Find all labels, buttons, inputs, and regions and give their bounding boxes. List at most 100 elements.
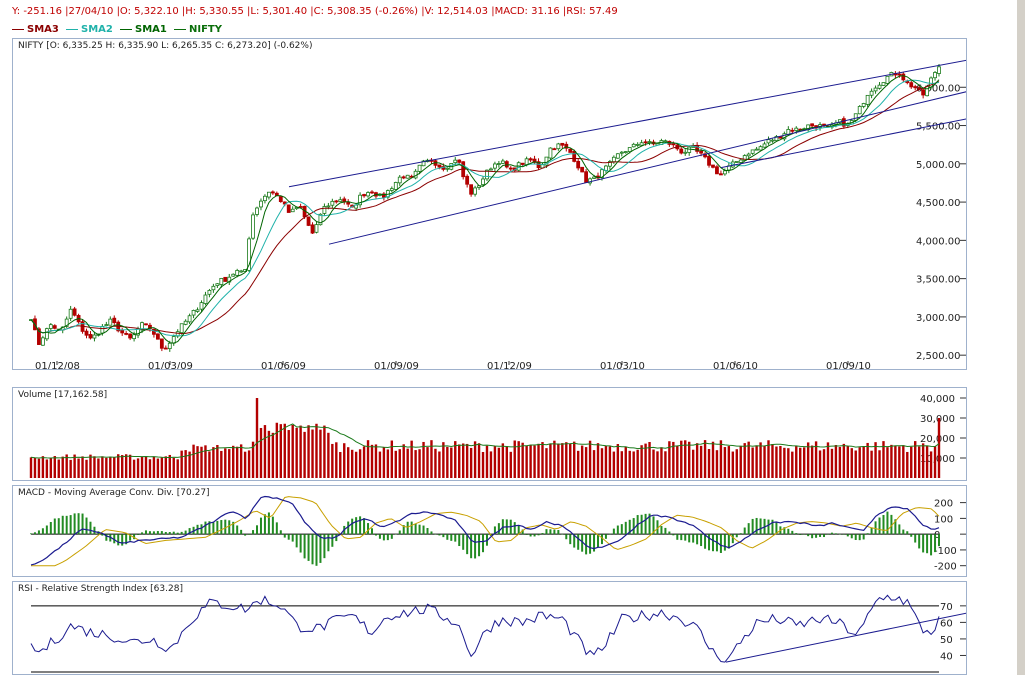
volume-bar	[862, 446, 865, 478]
volume-bar	[295, 427, 298, 478]
candle-body	[711, 164, 715, 168]
volume-bar	[834, 445, 838, 478]
volume-bar	[228, 449, 231, 478]
macd-histogram-bar	[866, 533, 869, 535]
volume-bar	[505, 446, 509, 478]
legend-sma1[interactable]: SMA1	[120, 24, 167, 35]
y-tick-label: 5,000.00	[916, 160, 961, 171]
y-tick-label: 0	[934, 530, 940, 541]
macd-histogram-bar	[208, 521, 211, 535]
legend-nifty[interactable]: NIFTY	[174, 24, 222, 35]
y-tick-label: 2,500.00	[916, 351, 961, 362]
volume-bar	[469, 447, 473, 478]
macd-signal-line	[31, 496, 940, 567]
macd-histogram-bar	[81, 513, 84, 535]
candle-body	[163, 347, 168, 350]
macd-chart[interactable]: 200 100 0 -100 -200	[13, 486, 966, 576]
volume-bar	[251, 441, 255, 478]
volume-bar	[648, 441, 651, 478]
macd-histogram-bar	[482, 534, 485, 553]
macd-histogram-bar	[184, 530, 187, 535]
volume-bar	[791, 451, 794, 478]
candle-body	[251, 214, 255, 239]
legend-sma3[interactable]: SMA3	[12, 24, 59, 35]
candle-body	[869, 90, 874, 96]
volume-bar	[61, 456, 64, 478]
rsi-panel[interactable]: 70 60 50 40 RSI - Relative Strength Index […	[12, 581, 967, 675]
macd-histogram-bar	[826, 534, 829, 535]
macd-histogram-bar	[545, 529, 548, 535]
candle-body	[715, 166, 719, 175]
volume-bar	[430, 440, 433, 478]
macd-histogram-bar	[561, 533, 564, 535]
volume-bar	[299, 425, 302, 478]
candle-body	[437, 164, 442, 168]
macd-histogram-bar	[394, 533, 397, 535]
volume-bar	[109, 456, 112, 478]
macd-panel[interactable]: 200 100 0 -100 -200 MACD - Moving Average Co…	[12, 485, 967, 577]
volume-bar	[370, 444, 374, 478]
volume-bar	[120, 455, 124, 478]
macd-histogram-bar	[355, 517, 358, 535]
sma2-line	[30, 79, 940, 337]
volume-bar	[680, 440, 683, 478]
rsi-chart[interactable]: 70 60 50 40	[13, 582, 966, 674]
candle-body	[314, 224, 319, 233]
volume-bar	[588, 440, 592, 478]
volume-bar	[398, 449, 401, 478]
volume-bar	[287, 430, 290, 478]
candle-body	[857, 106, 862, 115]
volume-bar	[810, 445, 814, 478]
volume-bar	[331, 443, 334, 478]
candle-body	[937, 66, 941, 74]
candle-body	[132, 334, 136, 340]
macd-panel-title: MACD - Moving Average Conv. Div. [70.27]	[15, 487, 213, 499]
volume-bar	[382, 446, 386, 478]
volume-bar	[438, 451, 441, 478]
macd-histogram-bar	[751, 518, 754, 535]
macd-histogram-bar	[664, 527, 667, 535]
candle-body	[453, 159, 458, 164]
y-tick-label: 200	[934, 499, 953, 510]
volume-bar	[283, 423, 286, 478]
price-panel[interactable]: 6,000.00 5,500.00 5,000.00 4,500.00 4,000.00…	[12, 38, 967, 370]
macd-histogram-bar	[846, 534, 849, 537]
volume-bar	[29, 457, 33, 478]
volume-bar	[612, 451, 616, 478]
volume-panel[interactable]: 40,000 30,000 20,000 10,000 Volume [17,162.…	[12, 387, 967, 481]
volume-bar	[592, 450, 596, 478]
volume-bar	[263, 425, 267, 478]
macd-histogram-bar	[838, 533, 841, 535]
volume-bar	[65, 454, 68, 478]
macd-histogram-bar	[438, 534, 441, 536]
price-chart[interactable]: 6,000.00 5,500.00 5,000.00 4,500.00 4,000.00…	[13, 39, 966, 369]
candle-body	[647, 141, 652, 143]
macd-histogram-bar	[252, 530, 255, 535]
candle-body	[155, 333, 160, 340]
y-tick-label: 20,000	[920, 434, 955, 445]
volume-bar	[477, 443, 481, 478]
macd-histogram-bar	[144, 530, 147, 535]
volume-bar	[818, 450, 822, 478]
macd-histogram-bar	[787, 528, 790, 535]
macd-histogram-bar	[378, 534, 381, 539]
volume-chart[interactable]: 40,000 30,000 20,000 10,000	[13, 388, 966, 480]
macd-histogram-bar	[723, 534, 726, 551]
candle-body	[584, 171, 589, 183]
macd-histogram-bar	[240, 529, 243, 535]
candle-body	[631, 143, 636, 148]
volume-panel-title: Volume [17,162.58]	[15, 389, 111, 401]
candle-body	[370, 191, 374, 194]
macd-histogram-bar	[37, 530, 40, 535]
macd-histogram-bar	[228, 520, 231, 535]
volume-bar	[350, 449, 354, 478]
macd-histogram-bar	[680, 534, 683, 541]
y-tick-label: 70	[940, 602, 953, 613]
volume-bar	[549, 443, 552, 478]
macd-histogram-bar	[930, 534, 933, 556]
legend-sma2[interactable]: SMA2	[66, 24, 113, 35]
macd-histogram-bar	[719, 534, 722, 553]
candle-body	[223, 276, 228, 282]
macd-histogram-bar	[870, 527, 873, 535]
volume-bar	[128, 454, 132, 478]
